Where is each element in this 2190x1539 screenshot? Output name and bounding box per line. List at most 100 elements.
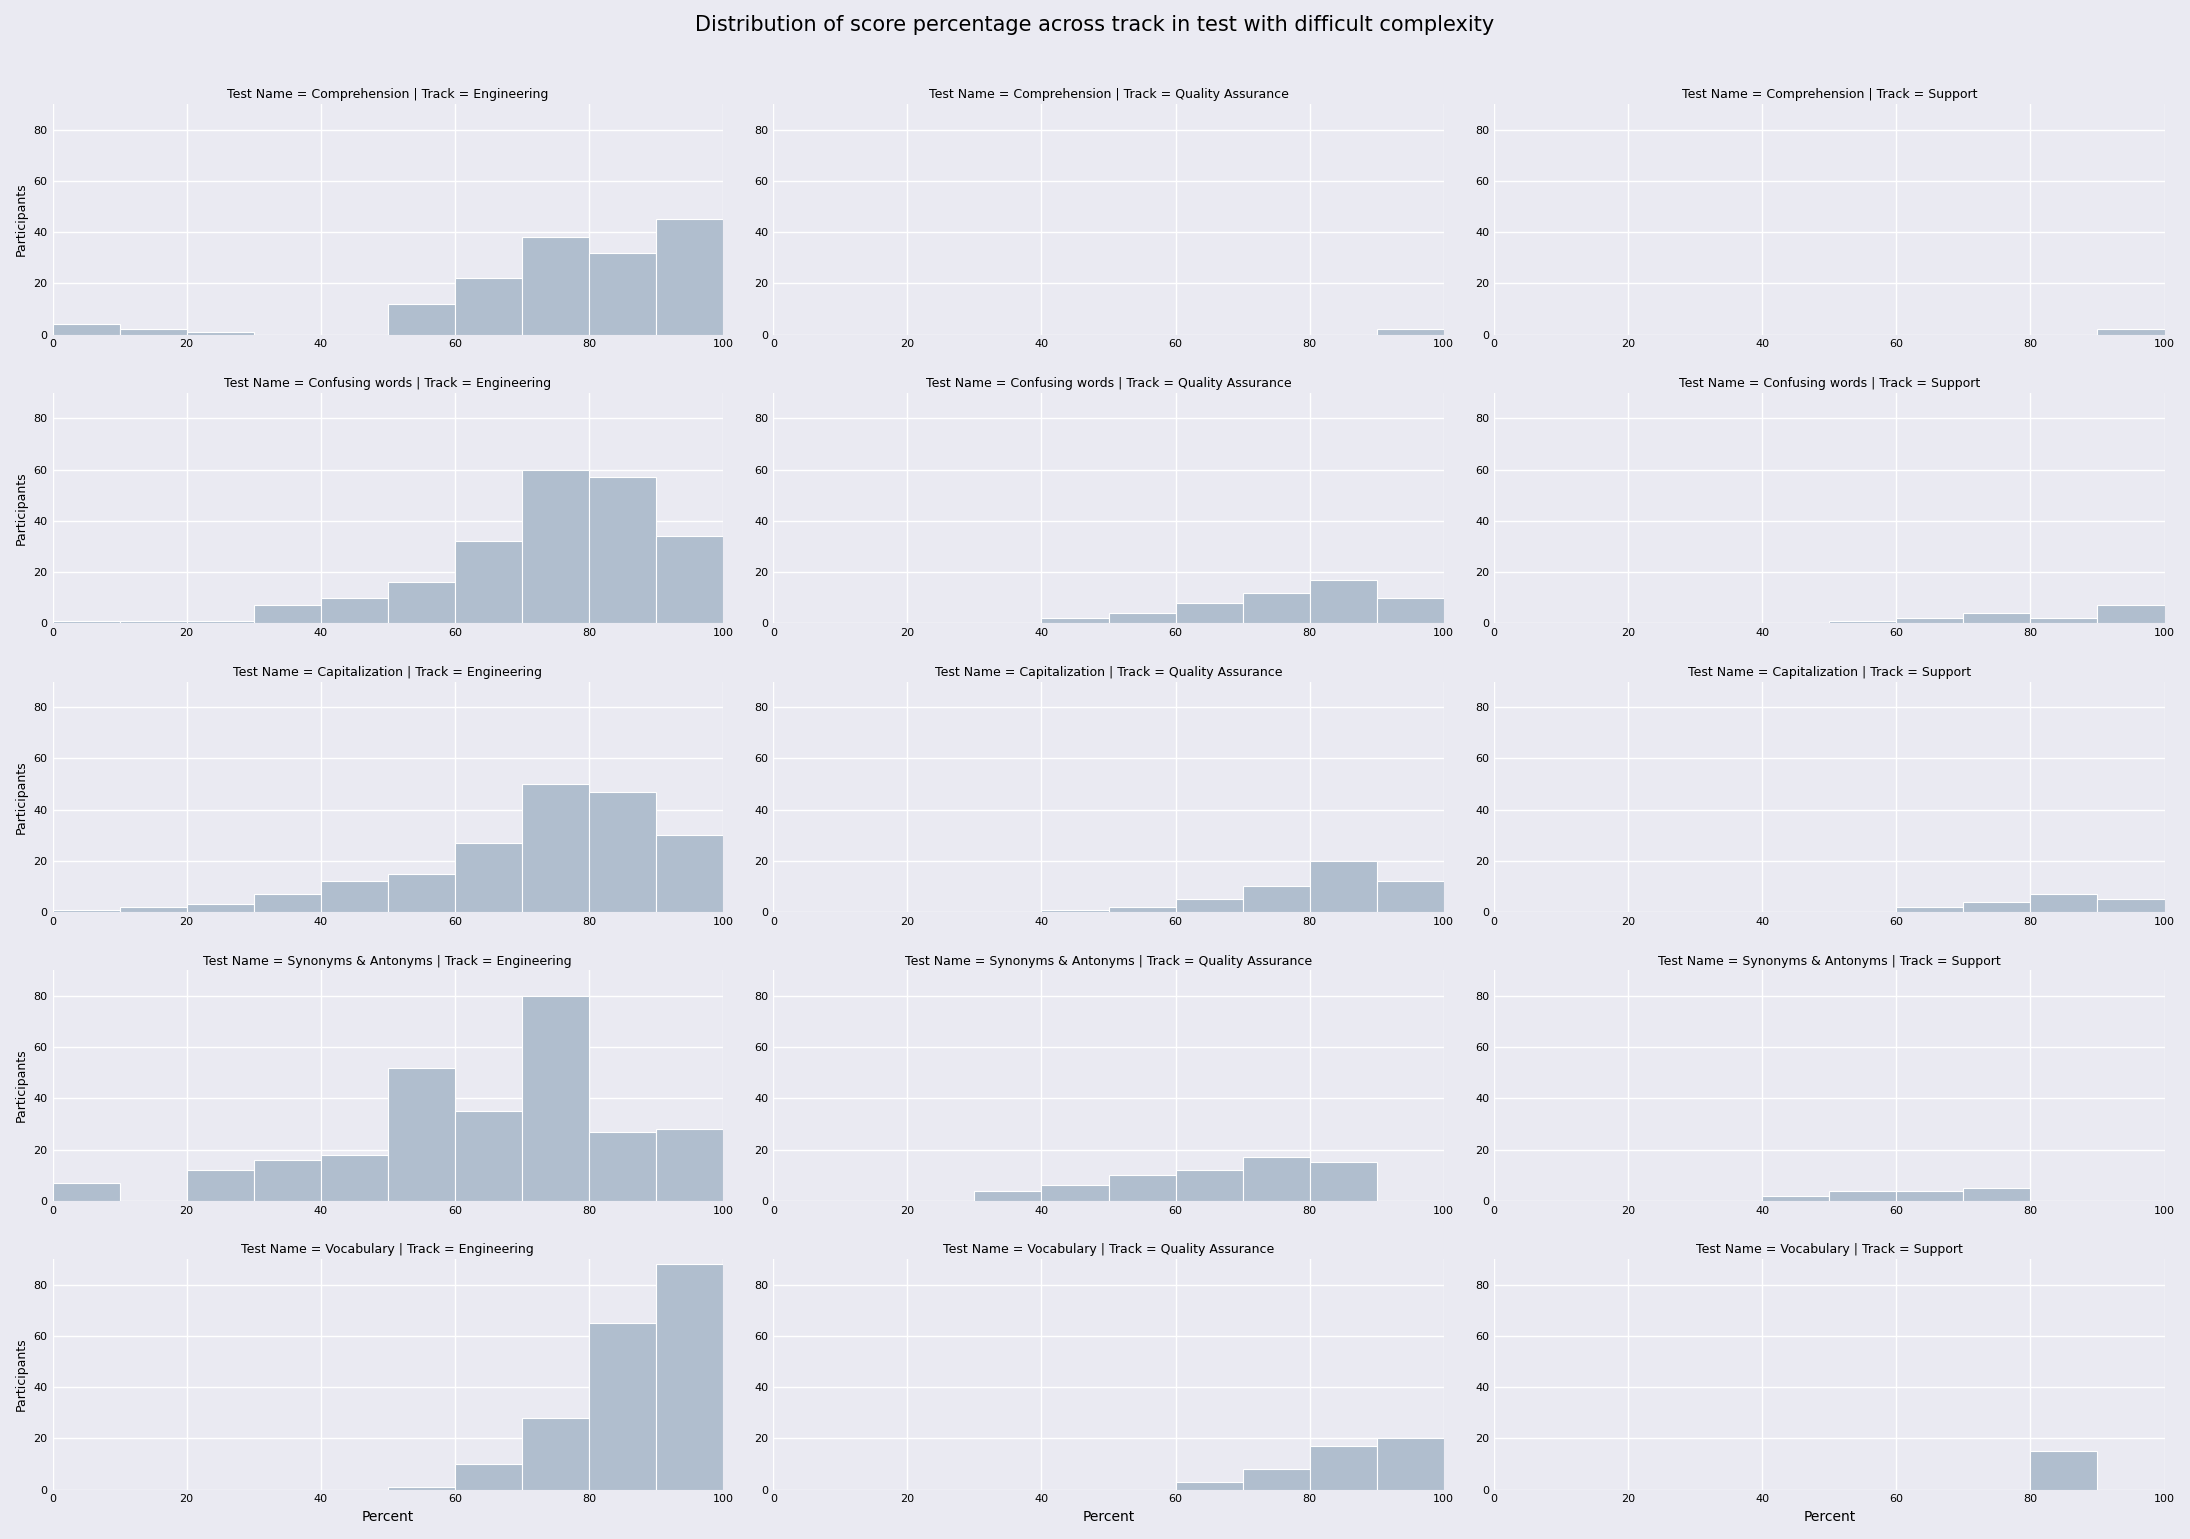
Y-axis label: Participants: Participants [15, 1337, 28, 1411]
Y-axis label: Participants: Participants [15, 183, 28, 255]
Y-axis label: Participants: Participants [15, 471, 28, 545]
Title: Test Name = Vocabulary | Track = Quality Assurance: Test Name = Vocabulary | Track = Quality… [944, 1244, 1275, 1256]
Bar [1964, 1188, 2030, 1200]
Bar [657, 1130, 723, 1200]
Bar [1964, 902, 2030, 913]
Bar [320, 882, 388, 913]
Title: Test Name = Vocabulary | Track = Support: Test Name = Vocabulary | Track = Support [1695, 1244, 1962, 1256]
Bar [1042, 1185, 1108, 1200]
Bar [1242, 886, 1310, 913]
Title: Test Name = Confusing words | Track = Quality Assurance: Test Name = Confusing words | Track = Qu… [926, 377, 1292, 391]
Bar [657, 836, 723, 913]
Bar [589, 477, 657, 623]
Bar [1378, 1439, 1443, 1490]
Bar [186, 905, 254, 913]
Title: Test Name = Synonyms & Antonyms | Track = Quality Assurance: Test Name = Synonyms & Antonyms | Track … [904, 954, 1312, 968]
Bar [657, 536, 723, 623]
Bar [1176, 1170, 1242, 1200]
Bar [1763, 1196, 1829, 1200]
Bar [186, 1170, 254, 1200]
Bar [456, 279, 521, 334]
Bar [657, 220, 723, 334]
Bar [456, 843, 521, 913]
Bar [254, 1160, 320, 1200]
Bar [53, 620, 120, 623]
Bar [1042, 619, 1108, 623]
Title: Test Name = Vocabulary | Track = Engineering: Test Name = Vocabulary | Track = Enginee… [241, 1244, 534, 1256]
Bar [254, 894, 320, 913]
Bar [320, 1154, 388, 1200]
Bar [589, 1324, 657, 1490]
Bar [1378, 882, 1443, 913]
Bar [2098, 605, 2164, 623]
Title: Test Name = Capitalization | Track = Engineering: Test Name = Capitalization | Track = Eng… [234, 666, 543, 679]
Bar [657, 1264, 723, 1490]
Bar [456, 542, 521, 623]
X-axis label: Percent: Percent [1802, 1510, 1855, 1524]
Bar [1829, 620, 1897, 623]
Bar [1897, 906, 1964, 913]
Bar [589, 791, 657, 913]
Bar [1108, 906, 1176, 913]
Y-axis label: Participants: Participants [15, 760, 28, 834]
Bar [388, 874, 456, 913]
Bar [120, 906, 186, 913]
Bar [2098, 329, 2164, 334]
Bar [53, 910, 120, 913]
Bar [1310, 1162, 1378, 1200]
Bar [521, 237, 589, 334]
Title: Test Name = Synonyms & Antonyms | Track = Engineering: Test Name = Synonyms & Antonyms | Track … [204, 954, 572, 968]
Title: Test Name = Comprehension | Track = Engineering: Test Name = Comprehension | Track = Engi… [228, 88, 548, 102]
Bar [521, 1417, 589, 1490]
Bar [1897, 619, 1964, 623]
Bar [456, 1111, 521, 1200]
Y-axis label: Participants: Participants [15, 1048, 28, 1122]
Bar [521, 469, 589, 623]
Bar [388, 1068, 456, 1200]
Bar [2030, 1451, 2098, 1490]
Bar [186, 332, 254, 334]
Bar [120, 329, 186, 334]
Bar [1242, 593, 1310, 623]
Bar [1108, 1176, 1176, 1200]
Bar [1378, 329, 1443, 334]
Title: Test Name = Comprehension | Track = Support: Test Name = Comprehension | Track = Supp… [1682, 88, 1978, 102]
X-axis label: Percent: Percent [1082, 1510, 1134, 1524]
Bar [1310, 1447, 1378, 1490]
Bar [589, 252, 657, 334]
Title: Test Name = Synonyms & Antonyms | Track = Support: Test Name = Synonyms & Antonyms | Track … [1658, 954, 2002, 968]
Title: Test Name = Confusing words | Track = Support: Test Name = Confusing words | Track = Su… [1680, 377, 1980, 391]
Text: Distribution of score percentage across track in test with difficult complexity: Distribution of score percentage across … [696, 15, 1494, 35]
Bar [1310, 860, 1378, 913]
Bar [254, 605, 320, 623]
Bar [120, 620, 186, 623]
Bar [2030, 894, 2098, 913]
Title: Test Name = Confusing words | Track = Engineering: Test Name = Confusing words | Track = En… [223, 377, 552, 391]
Bar [1042, 910, 1108, 913]
Bar [1242, 1470, 1310, 1490]
Title: Test Name = Comprehension | Track = Quality Assurance: Test Name = Comprehension | Track = Qual… [929, 88, 1288, 102]
Bar [1310, 580, 1378, 623]
Bar [53, 325, 120, 334]
Bar [53, 1183, 120, 1200]
Bar [1242, 1157, 1310, 1200]
Bar [589, 1131, 657, 1200]
Bar [2098, 899, 2164, 913]
Bar [1829, 1191, 1897, 1200]
Bar [521, 783, 589, 913]
Bar [2030, 619, 2098, 623]
Bar [388, 303, 456, 334]
Bar [186, 620, 254, 623]
Bar [975, 1191, 1042, 1200]
Bar [1176, 1482, 1242, 1490]
Bar [1108, 613, 1176, 623]
Bar [521, 996, 589, 1200]
Bar [388, 582, 456, 623]
Bar [1378, 597, 1443, 623]
X-axis label: Percent: Percent [361, 1510, 414, 1524]
Bar [1176, 603, 1242, 623]
Bar [1176, 899, 1242, 913]
Bar [456, 1464, 521, 1490]
Title: Test Name = Capitalization | Track = Quality Assurance: Test Name = Capitalization | Track = Qua… [935, 666, 1283, 679]
Bar [320, 597, 388, 623]
